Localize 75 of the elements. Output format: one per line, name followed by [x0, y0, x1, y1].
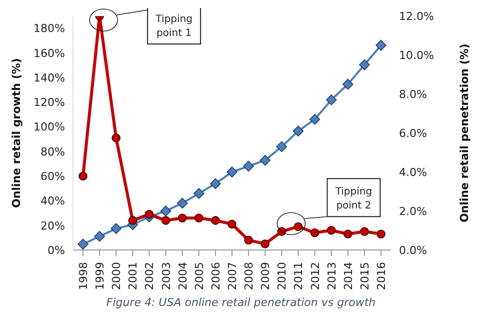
y2-tick-label: 8.0% [399, 88, 427, 101]
y-tick-label: 20% [40, 219, 65, 232]
point [112, 134, 121, 142]
y2-tick-label: 6.0% [399, 126, 427, 140]
x-tick-label: 2006 [209, 262, 222, 290]
point [193, 188, 204, 199]
point [176, 198, 188, 209]
point [210, 178, 221, 190]
point [110, 223, 122, 234]
point [276, 141, 288, 152]
y2-tick-label: 2.0% [399, 204, 427, 218]
x-tick-label: 1998 [77, 262, 90, 290]
y-tick-label: 180% [34, 22, 65, 36]
x-tick-label: 2001 [126, 262, 140, 290]
point [161, 216, 170, 225]
point [128, 216, 138, 225]
y-tick-label: 160% [34, 46, 65, 60]
x-tick-label: 2004 [176, 262, 190, 290]
caption: Figure 4: USA online retail penetration vs growth [105, 296, 377, 309]
point [343, 230, 352, 238]
x-tick-label: 1999 [94, 262, 107, 290]
point [310, 228, 320, 238]
point [144, 210, 154, 219]
point [342, 78, 354, 90]
annotation: Tipping point 1 [154, 14, 192, 39]
annotation: Tipping point 2 [334, 186, 372, 212]
point [244, 236, 253, 245]
point [359, 59, 370, 70]
point [309, 114, 320, 125]
y-tick-label: 80% [40, 145, 65, 158]
point [260, 154, 271, 166]
y-tick-label: 60% [40, 170, 65, 184]
x-tick-label: 2000 [110, 262, 124, 290]
y2-axis-title: Online retail penetration (%) [458, 44, 471, 222]
point [294, 222, 303, 231]
x-tick-label: 2005 [192, 262, 206, 290]
y2-tick-label: 4.0% [399, 166, 427, 179]
point [260, 239, 270, 248]
x-tick-label: 2014 [342, 262, 355, 290]
point [178, 214, 187, 222]
x-tick-label: 2010 [276, 262, 289, 290]
x-tick-label: 2013 [325, 262, 338, 290]
x-tick-label: 2015 [358, 262, 372, 290]
y-tick-label: 0% [48, 244, 65, 257]
point [226, 166, 238, 178]
x-tick-label: 2016 [375, 262, 388, 290]
point [194, 214, 204, 222]
x-tick-label: 2002 [143, 262, 156, 290]
x-tick-label: 2008 [242, 262, 256, 290]
point [292, 126, 304, 136]
x-tick-label: 2003 [160, 262, 173, 290]
point [326, 94, 337, 106]
point [360, 227, 369, 236]
x-tick-label: 2007 [226, 262, 239, 290]
y-tick-label: 140% [34, 71, 65, 84]
point [228, 220, 236, 229]
point [78, 238, 88, 250]
point [211, 216, 220, 225]
y2-tick-label: 0.0% [399, 244, 427, 257]
point [376, 230, 386, 238]
y-tick-label: 40% [40, 194, 65, 208]
point [243, 160, 254, 172]
y2-tick-label: 12.0% [399, 10, 434, 23]
y-tick-label: 120% [34, 96, 65, 110]
point [78, 172, 88, 181]
y-tick-label: 100% [34, 120, 65, 134]
x-tick-label: 2011 [292, 262, 306, 290]
point [376, 40, 386, 51]
y-axis-title: Online retail growth (%) [10, 58, 23, 208]
y2-tick-label: 10.0% [399, 48, 434, 62]
point [94, 230, 105, 242]
point [160, 206, 172, 216]
x-tick-label: 2012 [308, 262, 322, 290]
point [326, 226, 336, 235]
x-tick-label: 2009 [259, 262, 272, 290]
